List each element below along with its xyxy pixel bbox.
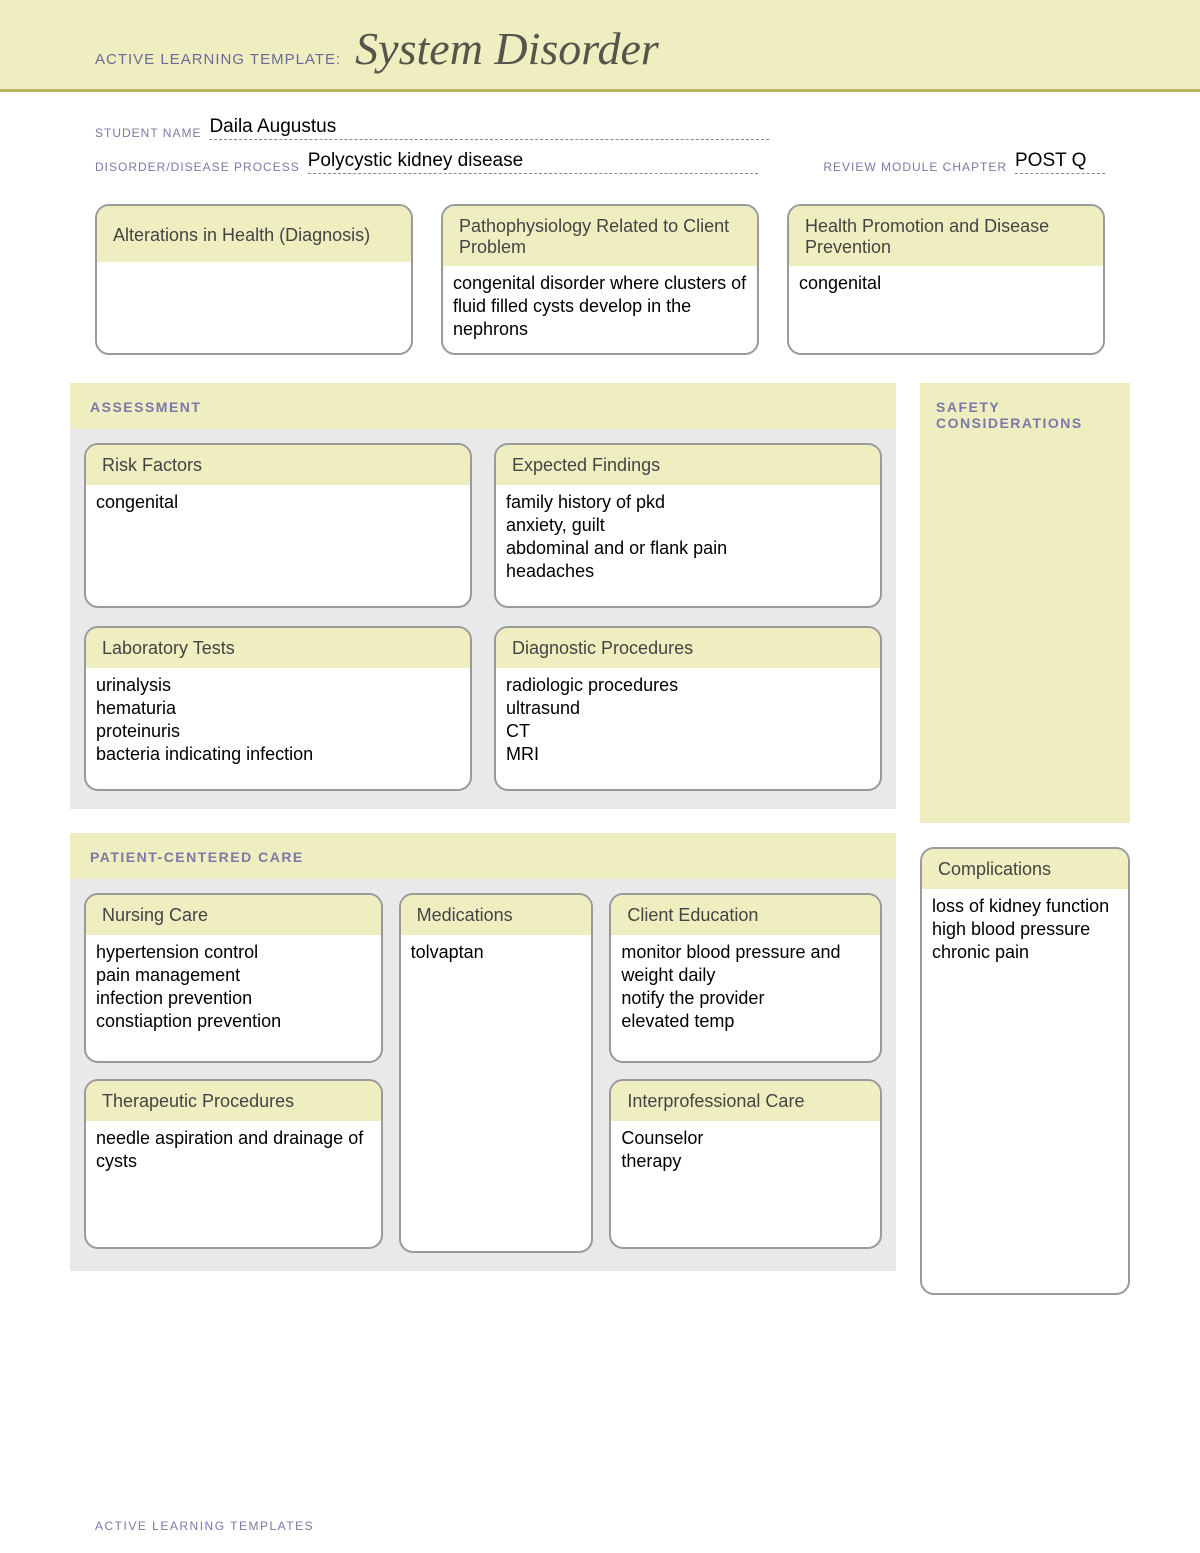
meds-card: Medications tolvaptan: [399, 893, 594, 1253]
header-title: System Disorder: [355, 22, 659, 75]
labs-card: Laboratory Tests urinalysis hematuria pr…: [84, 626, 472, 791]
therapeutic-body: needle aspiration and drainage of cysts: [86, 1121, 381, 1247]
disorder-label: DISORDER/DISEASE PROCESS: [95, 160, 300, 174]
disorder-row: DISORDER/DISEASE PROCESS Polycystic kidn…: [95, 150, 1105, 174]
meds-body: tolvaptan: [401, 935, 592, 1251]
diag-body: radiologic procedures ultrasund CT MRI: [496, 668, 880, 789]
safety-title: SAFETY CONSIDERATIONS: [936, 399, 1114, 431]
alterations-card: Alterations in Health (Diagnosis): [95, 204, 413, 355]
assess-row-2: Laboratory Tests urinalysis hematuria pr…: [84, 626, 882, 791]
student-label: STUDENT NAME: [95, 126, 201, 140]
disorder-value: Polycystic kidney disease: [308, 150, 758, 174]
risk-body: congenital: [86, 485, 470, 606]
interprof-card: Interprofessional Care Counselor therapy: [609, 1079, 882, 1249]
pcc-col-a: Nursing Care hypertension control pain m…: [84, 893, 383, 1253]
complications-body: loss of kidney function high blood press…: [922, 889, 1128, 1293]
education-card: Client Education monitor blood pressure …: [609, 893, 882, 1063]
therapeutic-title: Therapeutic Procedures: [86, 1081, 381, 1121]
page: ACTIVE LEARNING TEMPLATE: System Disorde…: [0, 0, 1200, 1553]
student-row: STUDENT NAME Daila Augustus: [95, 116, 1105, 140]
patho-card: Pathophysiology Related to Client Proble…: [441, 204, 759, 355]
main-grid: ASSESSMENT Risk Factors congenital Expec…: [70, 383, 1130, 1295]
pcc-grid: Nursing Care hypertension control pain m…: [84, 893, 882, 1253]
assess-row-1: Risk Factors congenital Expected Finding…: [84, 443, 882, 608]
content: Alterations in Health (Diagnosis) Pathop…: [0, 204, 1200, 1295]
meds-title: Medications: [401, 895, 592, 935]
assessment-inner: Risk Factors congenital Expected Finding…: [70, 429, 896, 809]
assessment-title: ASSESSMENT: [90, 399, 876, 415]
risk-title: Risk Factors: [86, 445, 470, 485]
chapter-label: REVIEW MODULE CHAPTER: [823, 160, 1007, 174]
pcc-section: PATIENT-CENTERED CARE Nursing Care hyper…: [70, 833, 896, 1271]
diag-card: Diagnostic Procedures radiologic procedu…: [494, 626, 882, 791]
therapeutic-card: Therapeutic Procedures needle aspiration…: [84, 1079, 383, 1249]
col-left: ASSESSMENT Risk Factors congenital Expec…: [70, 383, 896, 1295]
pcc-col-c: Client Education monitor blood pressure …: [609, 893, 882, 1253]
col-right: SAFETY CONSIDERATIONS Complications loss…: [920, 383, 1130, 1295]
footer-text: ACTIVE LEARNING TEMPLATES: [95, 1519, 314, 1533]
patho-body: congenital disorder where clusters of fl…: [443, 266, 757, 353]
alterations-body: [97, 262, 411, 353]
alterations-title: Alterations in Health (Diagnosis): [97, 206, 411, 262]
student-value: Daila Augustus: [209, 116, 769, 140]
nursing-title: Nursing Care: [86, 895, 381, 935]
header-band: ACTIVE LEARNING TEMPLATE: System Disorde…: [0, 0, 1200, 92]
health-promo-body: congenital: [789, 266, 1103, 353]
interprof-title: Interprofessional Care: [611, 1081, 880, 1121]
header-prefix: ACTIVE LEARNING TEMPLATE:: [95, 51, 341, 68]
pcc-col-b: Medications tolvaptan: [399, 893, 594, 1253]
interprof-body: Counselor therapy: [611, 1121, 880, 1247]
pcc-inner: Nursing Care hypertension control pain m…: [70, 879, 896, 1271]
top-row: Alterations in Health (Diagnosis) Pathop…: [70, 204, 1130, 355]
nursing-card: Nursing Care hypertension control pain m…: [84, 893, 383, 1063]
assessment-section: ASSESSMENT Risk Factors congenital Expec…: [70, 383, 896, 809]
pcc-title: PATIENT-CENTERED CARE: [90, 849, 876, 865]
health-promo-card: Health Promotion and Disease Prevention …: [787, 204, 1105, 355]
diag-title: Diagnostic Procedures: [496, 628, 880, 668]
labs-title: Laboratory Tests: [86, 628, 470, 668]
findings-card: Expected Findings family history of pkd …: [494, 443, 882, 608]
education-body: monitor blood pressure and weight daily …: [611, 935, 880, 1061]
header-inner: ACTIVE LEARNING TEMPLATE: System Disorde…: [0, 22, 1200, 75]
chapter-value: POST Q: [1015, 150, 1105, 174]
labs-body: urinalysis hematuria proteinuris bacteri…: [86, 668, 470, 789]
complications-title: Complications: [922, 849, 1128, 889]
health-promo-title: Health Promotion and Disease Prevention: [789, 206, 1103, 266]
safety-section: SAFETY CONSIDERATIONS: [920, 383, 1130, 823]
nursing-body: hypertension control pain management inf…: [86, 935, 381, 1061]
form-fields: STUDENT NAME Daila Augustus DISORDER/DIS…: [0, 92, 1200, 204]
findings-title: Expected Findings: [496, 445, 880, 485]
patho-title: Pathophysiology Related to Client Proble…: [443, 206, 757, 266]
education-title: Client Education: [611, 895, 880, 935]
risk-card: Risk Factors congenital: [84, 443, 472, 608]
complications-card: Complications loss of kidney function hi…: [920, 847, 1130, 1295]
findings-body: family history of pkd anxiety, guilt abd…: [496, 485, 880, 606]
